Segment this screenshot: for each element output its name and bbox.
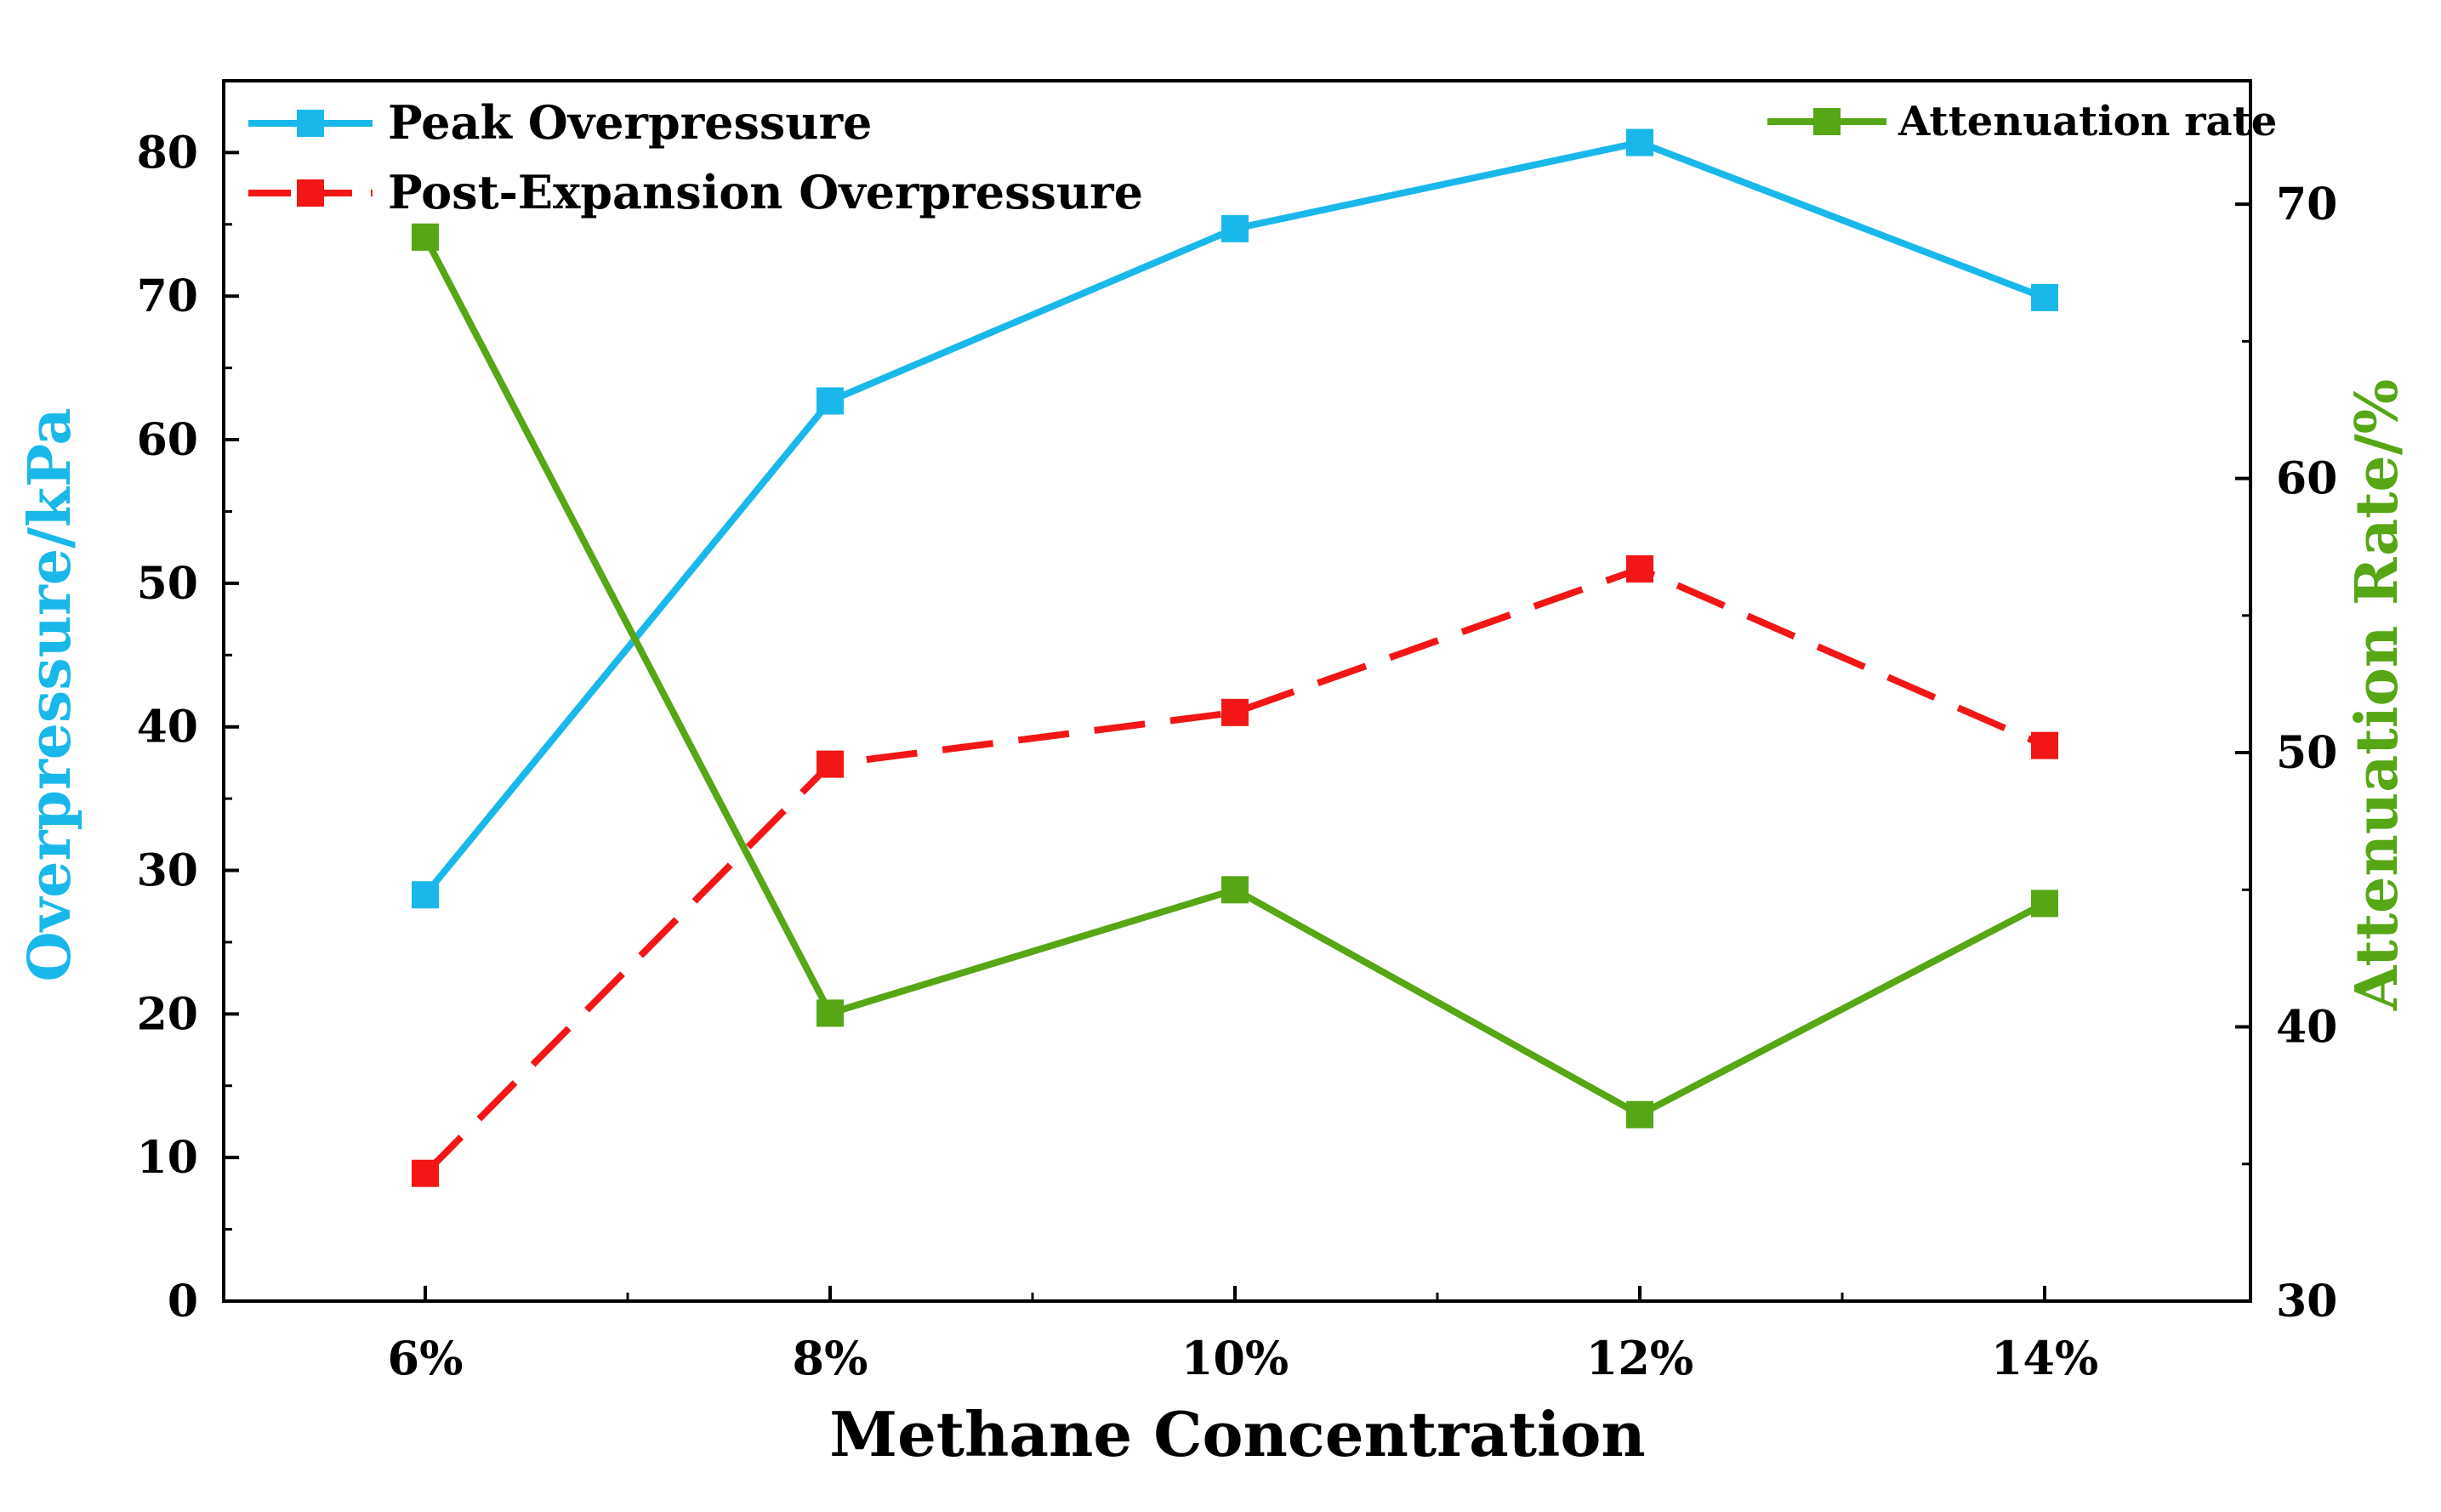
x-axis-title: Methane Concentration — [829, 1398, 1645, 1470]
x-tick-label: 8% — [793, 1331, 868, 1385]
series-line-post-expansion-overpressure — [423, 566, 2046, 1176]
data-point-attenuation-rate — [412, 223, 439, 251]
series-line-peak-overpressure — [422, 139, 2046, 897]
data-point-peak-overpressure — [817, 387, 844, 415]
x-tick-label: 14% — [1991, 1331, 2098, 1385]
data-point-attenuation-rate — [817, 999, 844, 1027]
y-left-tick-label: 40 — [137, 702, 198, 753]
y-left-tick-label: 20 — [137, 988, 198, 1040]
x-tick-label: 10% — [1181, 1331, 1289, 1385]
y-left-tick-label: 30 — [137, 845, 198, 897]
data-point-attenuation-rate — [2031, 890, 2058, 918]
legend-marker — [297, 110, 324, 137]
data-point-post-expansion-overpressure — [1221, 698, 1249, 726]
legend-label: Attenuation rate — [1898, 98, 2277, 145]
legend-marker — [297, 179, 324, 207]
y-axis-right-title: Attenuation Rate/% — [2343, 379, 2411, 1012]
data-point-post-expansion-overpressure — [817, 750, 844, 778]
y-right-tick-label: 30 — [2276, 1276, 2337, 1327]
data-point-peak-overpressure — [1626, 128, 1653, 156]
legend-marker — [1813, 108, 1841, 135]
y-axis-left-title: Overpressure/kPa — [16, 408, 84, 982]
x-tick-label: 12% — [1586, 1331, 1693, 1385]
y-left-tick-label: 70 — [137, 270, 198, 322]
data-point-post-expansion-overpressure — [412, 1159, 439, 1187]
x-tick-label: 6% — [388, 1331, 464, 1385]
legend-label: Peak Overpressure — [388, 95, 872, 150]
y-left-tick-label: 0 — [168, 1276, 198, 1327]
data-point-peak-overpressure — [412, 881, 439, 909]
data-point-peak-overpressure — [1221, 214, 1249, 242]
y-right-tick-label: 60 — [2276, 453, 2337, 505]
y-left-tick-label: 60 — [137, 414, 198, 466]
data-point-attenuation-rate — [1221, 876, 1249, 904]
y-left-tick-label: 50 — [137, 558, 198, 610]
data-point-attenuation-rate — [1626, 1100, 1653, 1128]
series-line-attenuation-rate — [422, 235, 2046, 1118]
y-right-tick-label: 40 — [2276, 1002, 2337, 1054]
y-right-tick-label: 50 — [2276, 727, 2337, 779]
y-right-tick-label: 70 — [2276, 179, 2337, 230]
data-point-peak-overpressure — [2031, 283, 2058, 311]
data-point-post-expansion-overpressure — [1626, 555, 1653, 583]
data-point-post-expansion-overpressure — [2031, 731, 2058, 759]
y-left-tick-label: 80 — [137, 127, 198, 179]
legend-label: Post-Expansion Overpressure — [388, 165, 1143, 219]
y-left-tick-label: 10 — [137, 1132, 198, 1184]
plot-frame — [222, 79, 2252, 1303]
